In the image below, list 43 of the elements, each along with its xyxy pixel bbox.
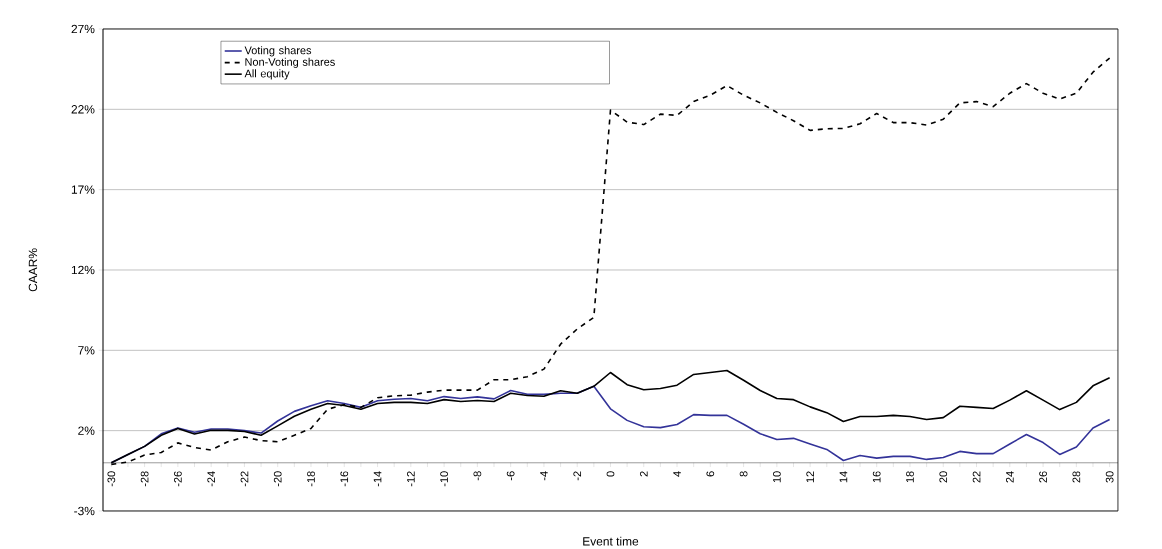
x-tick-label: -22: [240, 471, 249, 487]
legend-label: Non-Voting shares: [245, 57, 335, 68]
x-tick-label: -10: [440, 471, 448, 487]
x-tick-label: -18: [307, 471, 315, 487]
x-tick-label: -28: [140, 471, 149, 487]
y-tick-label: 7%: [78, 346, 95, 355]
x-tick-label: 12: [806, 471, 814, 483]
x-tick-label: 26: [1039, 471, 1047, 483]
x-axis-title: Event time: [583, 536, 639, 546]
y-tick-label: -3%: [74, 506, 95, 516]
x-tick-label: -16: [340, 471, 349, 487]
x-tick-label: 28: [1072, 471, 1081, 483]
x-tick-label: 30: [1105, 471, 1114, 483]
x-tick-label: 14: [839, 471, 848, 483]
y-tick-label: 17%: [71, 185, 95, 194]
x-tick-label: -14: [373, 471, 382, 487]
x-tick-label: -30: [107, 471, 116, 487]
x-tick-label: 8: [739, 471, 748, 477]
x-tick-label: -24: [207, 471, 215, 487]
y-tick-label: 22%: [71, 105, 95, 114]
x-tick-label: -2: [573, 471, 582, 481]
legend-label: Voting shares: [244, 46, 312, 57]
x-tick-label: -26: [174, 471, 182, 487]
x-tick-label: 24: [1005, 471, 1014, 483]
x-tick-label: 22: [972, 471, 981, 483]
y-tick-label: 12%: [71, 265, 95, 275]
x-tick-label: -12: [407, 471, 415, 487]
x-tick-label: 4: [673, 471, 681, 477]
x-tick-label: -8: [473, 471, 482, 481]
y-axis-title: CAAR%: [28, 248, 38, 292]
y-tick-label: 27%: [71, 24, 95, 34]
y-tick-label: 2%: [78, 426, 95, 435]
x-tick-label: 10: [773, 471, 781, 483]
x-tick-label: 2: [639, 471, 648, 477]
x-tick-label: -4: [540, 471, 548, 481]
x-tick-label: 18: [906, 471, 914, 483]
x-tick-label: 16: [872, 471, 881, 483]
x-tick-label: -6: [506, 471, 515, 481]
legend-label: All equity: [244, 69, 290, 80]
x-tick-label: -20: [273, 471, 282, 487]
x-tick-label: 0: [606, 471, 615, 477]
x-tick-label: 20: [939, 471, 948, 483]
x-tick-label: 6: [706, 471, 715, 477]
